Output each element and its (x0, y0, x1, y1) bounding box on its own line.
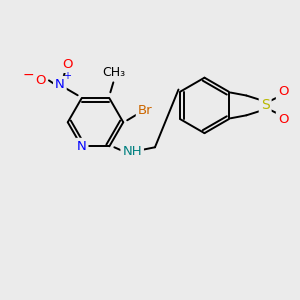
Text: N: N (77, 140, 86, 153)
Text: S: S (261, 98, 269, 112)
Text: CH₃: CH₃ (102, 66, 125, 79)
Text: N: N (55, 78, 65, 91)
Text: O: O (278, 113, 288, 126)
Text: O: O (35, 74, 45, 87)
Text: O: O (278, 85, 288, 98)
Text: +: + (63, 71, 71, 81)
Text: Br: Br (138, 104, 152, 117)
Text: −: − (22, 68, 34, 82)
Text: NH: NH (122, 145, 142, 158)
Text: O: O (62, 58, 73, 71)
